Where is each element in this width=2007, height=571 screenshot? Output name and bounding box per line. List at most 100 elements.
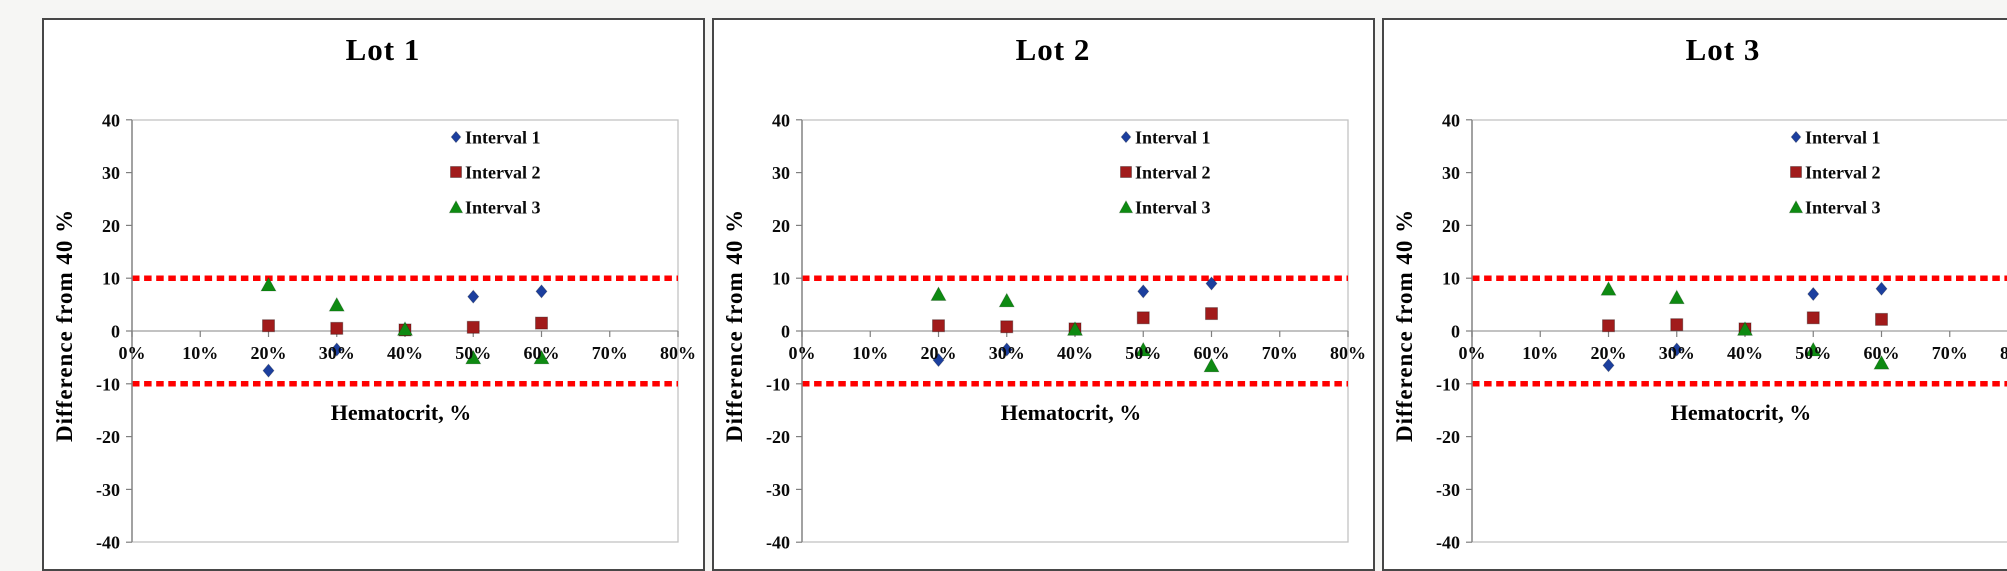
- y-tick-label: 20: [102, 216, 120, 236]
- x-tick-label: 20%: [251, 343, 287, 363]
- data-point-interval-2: [1000, 320, 1014, 334]
- x-tick-label: 70%: [592, 343, 628, 363]
- diamond-legend-icon: [1120, 130, 1132, 144]
- data-point-interval-2: [1205, 307, 1218, 321]
- legend-label: Interval 1: [465, 127, 541, 147]
- data-point-interval-1: [1807, 286, 1820, 302]
- square-legend-icon: [1120, 166, 1132, 178]
- x-tick-label: 70%: [1262, 343, 1298, 363]
- chart-plot: 40 30 20 10 0 -10 -20 -30 -40 0% 10% 20% 30% 40% 50% 60…: [96, 110, 696, 553]
- legend-item-1: Interval 1: [450, 127, 541, 147]
- data-point-interval-3: [1805, 341, 1822, 357]
- data-point-interval-2: [330, 321, 344, 335]
- x-tick-label: 30%: [319, 343, 355, 363]
- x-tick-label: 30%: [989, 343, 1025, 363]
- x-tick-label: 10%: [852, 343, 888, 363]
- legend-item-2: Interval 2: [450, 162, 541, 182]
- legend-item-3: Interval 3: [448, 197, 541, 217]
- y-tick-label: -20: [1436, 427, 1460, 447]
- data-point-interval-2: [932, 319, 945, 333]
- x-tick-label: 80%: [1330, 343, 1366, 363]
- y-tick-label: -20: [766, 427, 790, 447]
- data-point-interval-2: [466, 320, 480, 334]
- x-tick-label: 60%: [1864, 343, 1900, 363]
- y-tick-label: 0: [781, 321, 790, 341]
- legend-item-1: Interval 1: [1790, 127, 1881, 147]
- data-point-interval-2: [1136, 311, 1150, 325]
- y-axis-title: Difference from 40 %: [1392, 208, 1417, 442]
- y-tick-label: -40: [1436, 533, 1460, 553]
- data-point-interval-3: [930, 286, 947, 301]
- data-point-interval-2: [1875, 312, 1888, 326]
- data-point-interval-1: [535, 284, 548, 299]
- x-tick-label: 10%: [1522, 343, 1558, 363]
- data-point-interval-1: [1000, 342, 1013, 357]
- legend-item-2: Interval 2: [1790, 162, 1881, 182]
- x-tick-label: 80%: [2000, 343, 2007, 363]
- data-point-interval-2: [1670, 318, 1684, 332]
- data-point-interval-1: [262, 363, 275, 378]
- legend-label: Interval 1: [1135, 127, 1211, 147]
- data-point-interval-2: [262, 319, 275, 333]
- chart-title: Lot 2: [1015, 32, 1091, 67]
- x-tick-label: 20%: [921, 343, 957, 363]
- chart-panel-lot-2: 40 30 20 10 0 -10 -20 -30 -40 0% 10% 20% 30% 40% 50% 60…: [712, 18, 1375, 571]
- data-point-interval-1: [467, 289, 480, 304]
- y-tick-label: 30: [102, 163, 120, 183]
- data-point-interval-1: [1205, 276, 1218, 291]
- data-point-interval-3: [1066, 321, 1084, 336]
- chart-title: Lot 3: [1685, 32, 1761, 67]
- diamond-legend-icon: [450, 130, 462, 144]
- chart-plot: 40 30 20 10 0 -10 -20 -30 -40 0% 10% 20% 30% 40% 50% 60…: [1436, 110, 2007, 553]
- y-tick-label: 10: [1442, 269, 1460, 289]
- y-tick-label: -10: [96, 374, 120, 394]
- data-point-interval-3: [1736, 321, 1754, 336]
- y-tick-label: 0: [1451, 321, 1460, 341]
- y-tick-label: -10: [766, 374, 790, 394]
- y-tick-label: -30: [766, 480, 790, 500]
- y-tick-label: -40: [96, 533, 120, 553]
- data-point-interval-3: [396, 321, 414, 336]
- data-point-interval-3: [533, 349, 550, 365]
- y-axis-title: Difference from 40 %: [722, 208, 747, 442]
- data-point-interval-2: [1602, 319, 1615, 333]
- legend-item-3: Interval 3: [1788, 197, 1881, 217]
- data-point-interval-3: [1668, 289, 1685, 305]
- chart-panel-lot-1: 40 30 20 10 0 -10 -20 -30 -40 0% 10% 20% 30% 40% 50% 60…: [42, 18, 705, 571]
- x-axis-title: Hematocrit, %: [330, 400, 472, 425]
- legend-label: Interval 2: [1805, 162, 1881, 182]
- legend-item-2: Interval 2: [1120, 162, 1211, 182]
- y-tick-label: 0: [111, 321, 120, 341]
- legend-item-1: Interval 1: [1120, 127, 1211, 147]
- x-tick-label: 60%: [524, 343, 560, 363]
- x-tick-label: 0%: [789, 343, 816, 363]
- triangle-legend-icon: [1788, 199, 1804, 214]
- x-tick-label: 30%: [1659, 343, 1695, 363]
- data-point-interval-1: [932, 352, 945, 368]
- legend-label: Interval 3: [1135, 197, 1211, 217]
- data-point-interval-3: [465, 349, 482, 365]
- data-point-interval-2: [1806, 311, 1820, 325]
- y-tick-label: 30: [1442, 163, 1460, 183]
- x-tick-label: 50%: [1125, 343, 1161, 363]
- legend-label: Interval 1: [1805, 127, 1881, 147]
- x-tick-label: 80%: [660, 343, 696, 363]
- y-tick-label: -40: [766, 533, 790, 553]
- data-point-interval-2: [535, 316, 548, 330]
- x-tick-label: 50%: [455, 343, 491, 363]
- legend-label: Interval 3: [1805, 197, 1881, 217]
- square-legend-icon: [450, 166, 462, 178]
- y-tick-label: -30: [1436, 480, 1460, 500]
- x-tick-label: 70%: [1932, 343, 1968, 363]
- triangle-legend-icon: [448, 199, 464, 214]
- y-axis-title: Difference from 40 %: [52, 208, 77, 442]
- square-legend-icon: [1790, 166, 1802, 178]
- data-point-interval-3: [998, 292, 1015, 308]
- data-point-interval-3: [1600, 280, 1617, 296]
- data-point-interval-3: [1135, 341, 1152, 357]
- x-tick-label: 40%: [387, 343, 423, 363]
- legend-item-3: Interval 3: [1118, 197, 1211, 217]
- x-tick-label: 60%: [1194, 343, 1230, 363]
- x-tick-label: 40%: [1727, 343, 1763, 363]
